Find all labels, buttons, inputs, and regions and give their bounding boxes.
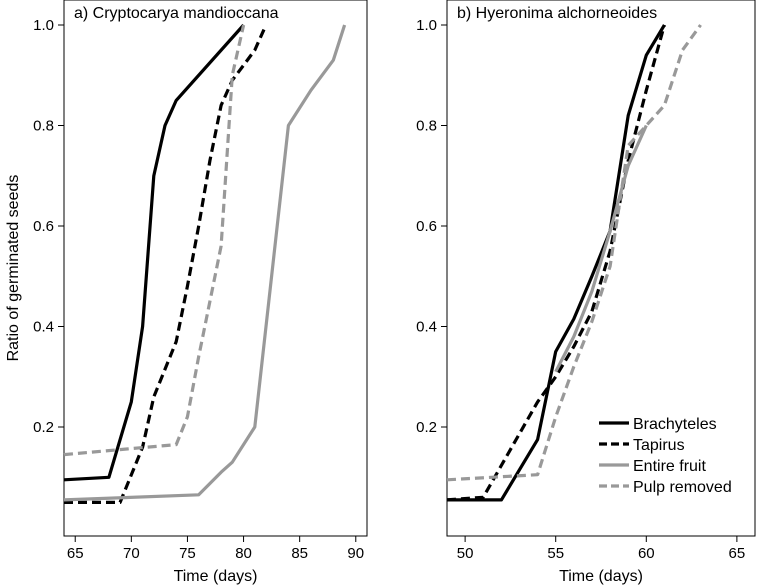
panel-b-ytick-label: 1.0 [416,17,437,34]
panel-b: b) Hyeronima alchorneoides 0.2 0.4 0.6 0.8 1.… [416,0,756,585]
legend-label: Tapirus [633,437,685,454]
panel-b-xtick-label: 65 [729,545,746,562]
y-axis-label: Ratio of germinated seeds [5,175,22,362]
legend-label: Brachyteles [633,416,717,433]
panel-b-x-axis-label: Time (days) [559,568,643,585]
panel-a-ytick-label: 0.8 [33,118,54,135]
panel-a-ytick-label: 0.2 [33,419,54,436]
panel-b-frame [446,0,756,537]
panel-b-series-pulp-removed [446,24,702,482]
panel-a-xtick-label: 80 [235,545,252,562]
panel-a-series-pulp-removed [63,24,246,457]
panel-a-series-tapirus [64,24,268,504]
panel-a-ytick-label: 0.6 [33,218,54,235]
panel-a-series-brachyteles [63,23,245,482]
panel-b-series-entire-fruit [554,124,648,373]
panel-a-title: a) Cryptocarya mandioccana [74,5,279,22]
panel-b-series-tapirus [446,24,666,502]
panel-a-frame [63,0,368,537]
panel-b-ytick-label: 0.4 [416,319,437,336]
panel-a-xtick-label: 65 [67,545,84,562]
panel-b-xtick-label: 50 [457,545,474,562]
panel-b-series-brachyteles [447,24,666,502]
panel-a: a) Cryptocarya mandioccana 0.2 0.4 0.6 0.8 1.… [33,0,368,585]
panel-b-ytick-label: 0.6 [416,218,437,235]
legend: Brachyteles Tapirus Entire fruit Pulp remov… [599,416,732,496]
panel-b-title: b) Hyeronima alchorneoides [457,5,657,22]
panel-a-series-entire-fruit [63,24,347,502]
panel-a-xtick-label: 85 [291,545,308,562]
panel-a-ytick-label: 1.0 [33,17,54,34]
panel-b-ytick-label: 0.8 [416,118,437,135]
panel-a-xtick-label: 75 [179,545,196,562]
legend-label: Entire fruit [633,458,706,475]
panel-a-x-axis-label: Time (days) [174,568,258,585]
panel-a-xtick-label: 90 [347,545,364,562]
panel-b-xtick-label: 55 [547,545,564,562]
panel-b-xtick-label: 60 [638,545,655,562]
panel-a-ytick-label: 0.4 [33,319,54,336]
panel-b-ytick-label: 0.2 [416,419,437,436]
panel-a-xtick-label: 70 [123,545,140,562]
legend-label: Pulp removed [633,479,732,496]
